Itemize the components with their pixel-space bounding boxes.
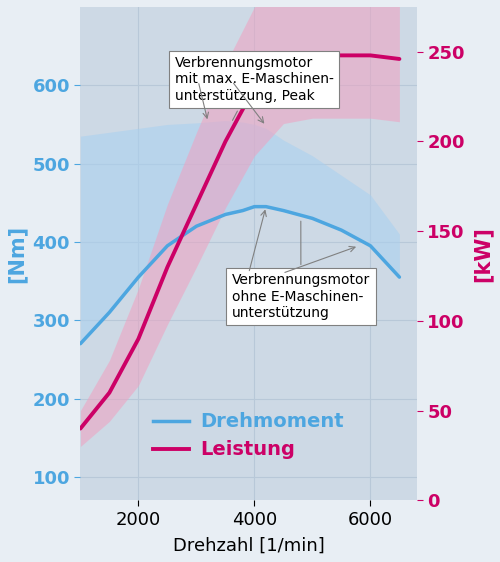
X-axis label: Drehzahl [1/min]: Drehzahl [1/min]: [172, 537, 324, 555]
Y-axis label: [Nm]: [Nm]: [7, 225, 27, 283]
Legend: Drehmoment, Leistung: Drehmoment, Leistung: [146, 405, 351, 466]
Text: Verbrennungsmotor
ohne E-Maschinen-
unterstützung: Verbrennungsmotor ohne E-Maschinen- unte…: [232, 221, 370, 320]
Text: Verbrennungsmotor
mit max. E-Maschinen-
unterstützung, Peak: Verbrennungsmotor mit max. E-Maschinen- …: [174, 56, 334, 120]
Y-axis label: [kW]: [kW]: [473, 226, 493, 282]
